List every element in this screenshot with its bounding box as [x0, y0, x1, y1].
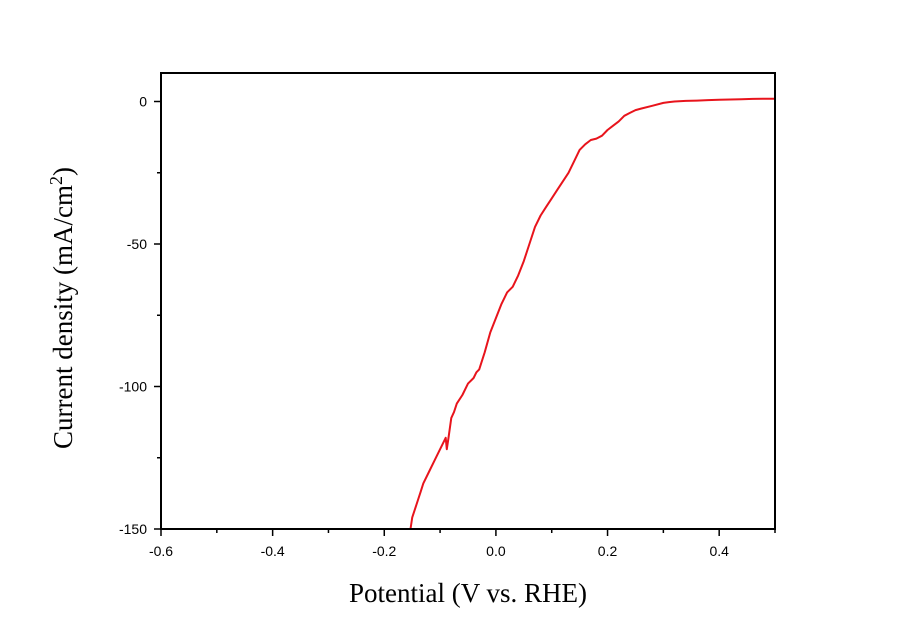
y-tick-label: -150 — [119, 521, 147, 537]
y-tick-label: -50 — [127, 236, 147, 252]
y-tick-label: 0 — [139, 94, 147, 110]
x-tick-label: -0.6 — [149, 543, 173, 559]
x-tick-label: 0.2 — [598, 543, 618, 559]
y-axis-label-suffix: ) — [48, 167, 78, 176]
x-tick-label: 0.4 — [709, 543, 729, 559]
y-axis-label-text: Current density (mA/cm — [48, 185, 78, 449]
series-line — [409, 97, 775, 530]
x-axis-label: Potential (V vs. RHE) — [349, 578, 587, 608]
plot-area — [160, 72, 776, 530]
y-tick-label: -100 — [119, 379, 147, 395]
plot-frame — [160, 72, 776, 530]
x-axis: -0.6 -0.4 -0.2 0.0 0.2 0.4 — [149, 529, 776, 559]
y-axis: 0 -50 -100 -150 — [119, 94, 161, 537]
x-tick-label: -0.4 — [261, 543, 285, 559]
y-axis-label: Current density (mA/cm2) — [46, 167, 78, 449]
x-tick-label: -0.2 — [372, 543, 396, 559]
x-tick-label: 0.0 — [486, 543, 506, 559]
y-axis-label-superscript: 2 — [46, 176, 66, 185]
